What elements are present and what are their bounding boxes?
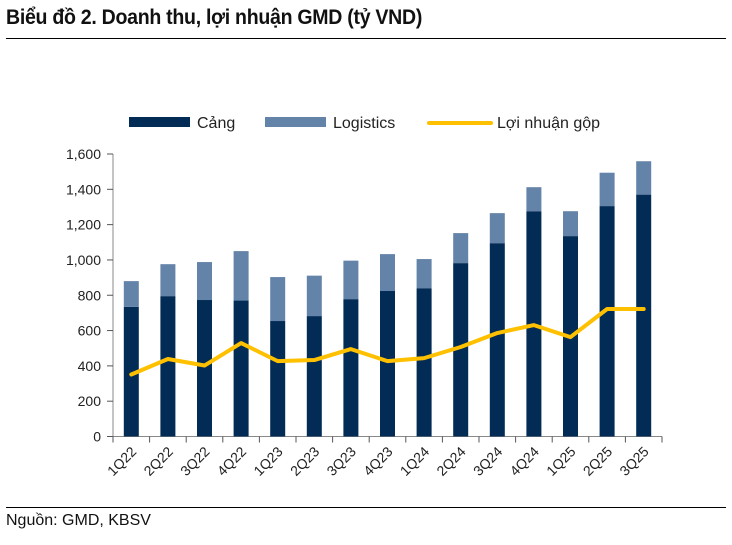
y-tick-label: 0 — [93, 429, 101, 445]
bar-logistics — [160, 264, 176, 297]
x-tick-label: 2Q24 — [433, 443, 469, 479]
x-tick-label: 4Q23 — [360, 443, 396, 479]
bar-logistics — [453, 233, 469, 264]
y-tick-label: 400 — [78, 358, 102, 374]
bar-cang — [453, 263, 469, 437]
bar-logistics — [526, 187, 542, 212]
bar-cang — [233, 300, 249, 437]
y-tick-label: 800 — [78, 287, 102, 303]
bar-cang — [380, 291, 395, 437]
bar-logistics — [489, 213, 505, 244]
bar-logistics — [563, 211, 578, 237]
y-tick-label: 200 — [78, 393, 102, 409]
x-tick-label: 2Q23 — [287, 443, 323, 479]
x-tick-label: 3Q24 — [470, 443, 506, 479]
bar-logistics — [270, 277, 286, 322]
bar-cang — [160, 296, 176, 437]
bar-logistics — [233, 251, 249, 301]
bar-logistics — [197, 262, 212, 301]
bar-cang — [270, 321, 286, 437]
bar-cang — [599, 206, 615, 437]
bar-logistics — [380, 254, 395, 292]
legend-label-cang: Cảng — [197, 115, 235, 132]
y-tick-label: 1,000 — [66, 252, 101, 268]
title-divider — [6, 38, 726, 39]
bar-cang — [306, 316, 322, 437]
x-tick-label: 4Q24 — [506, 443, 542, 479]
x-tick-label: 3Q22 — [177, 443, 213, 479]
chart-title: Biểu đồ 2. Doanh thu, lợi nhuận GMD (tỷ … — [6, 6, 423, 29]
bar-cang — [489, 243, 505, 437]
bar-logistics — [636, 161, 652, 195]
x-tick-label: 3Q25 — [616, 443, 652, 479]
x-tick-label: 1Q22 — [104, 443, 140, 479]
bar-cang — [197, 300, 212, 437]
x-tick-label: 4Q22 — [214, 443, 250, 479]
x-tick-label: 1Q24 — [397, 443, 433, 479]
x-tick-label: 1Q23 — [250, 443, 286, 479]
bar-logistics — [599, 172, 615, 207]
legend-swatch-logistics — [265, 117, 326, 127]
bar-cang — [343, 299, 359, 437]
bar-logistics — [343, 260, 359, 300]
legend-swatch-cang — [129, 117, 190, 127]
bar-cang — [123, 306, 139, 437]
bar-cang — [416, 288, 432, 437]
source-divider — [6, 507, 726, 508]
y-tick-label: 1,600 — [66, 146, 101, 162]
bar-logistics — [123, 281, 139, 307]
source-note: Nguồn: GMD, KBSV — [6, 512, 151, 529]
x-tick-label: 3Q23 — [323, 443, 359, 479]
y-tick-label: 1,200 — [66, 217, 101, 233]
bar-logistics — [306, 275, 322, 317]
x-tick-label: 1Q25 — [543, 443, 579, 479]
bar-cang — [636, 194, 652, 437]
x-tick-label: 2Q22 — [140, 443, 176, 479]
legend-label-logistics: Logistics — [333, 115, 395, 132]
bar-logistics — [416, 259, 432, 289]
x-tick-label: 2Q25 — [580, 443, 616, 479]
y-tick-label: 600 — [78, 323, 102, 339]
legend-label-loi-nhuan-gop: Lợi nhuận gộp — [497, 115, 600, 132]
y-tick-label: 1,400 — [66, 181, 101, 197]
